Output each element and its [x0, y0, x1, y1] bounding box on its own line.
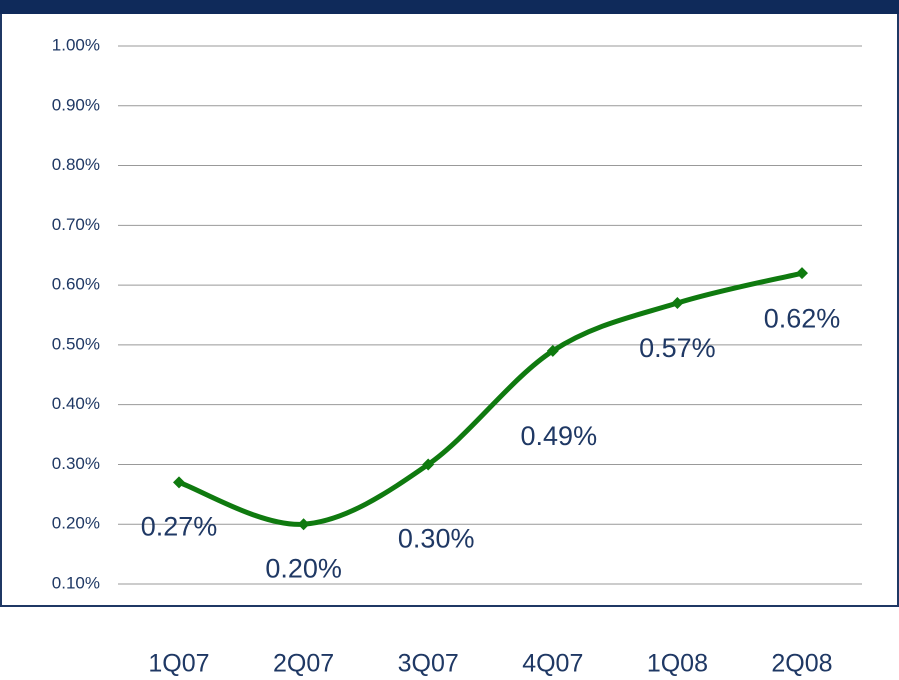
y-tick-label: 0.30%	[52, 454, 100, 473]
data-label: 0.57%	[639, 333, 716, 363]
top-bar	[0, 0, 899, 14]
y-tick-label: 0.40%	[52, 394, 100, 413]
y-tick-label: 0.70%	[52, 215, 100, 234]
x-tick-label: 2Q08	[771, 650, 832, 678]
line	[178, 270, 803, 527]
y-tick-label: 0.90%	[52, 95, 100, 114]
marker	[422, 458, 435, 471]
y-tick-label: 0.50%	[52, 334, 100, 353]
x-tick-label: 1Q07	[148, 650, 209, 678]
data-label: 0.30%	[398, 524, 475, 554]
marker	[796, 267, 808, 280]
data-label: 0.20%	[265, 553, 342, 583]
y-tick-label: 0.20%	[52, 514, 100, 533]
marker	[173, 476, 185, 489]
x-tick-label: 4Q07	[522, 650, 583, 678]
data-label: 0.49%	[521, 421, 598, 451]
y-tick-label: 0.60%	[52, 275, 100, 294]
x-tick-label: 2Q07	[273, 650, 334, 678]
data-label: 0.62%	[764, 303, 841, 333]
y-tick-label: 0.80%	[52, 155, 100, 174]
x-tick-label: 3Q07	[398, 650, 459, 678]
marker	[297, 518, 310, 531]
marker	[546, 344, 559, 357]
x-tick-label: 1Q08	[647, 650, 708, 678]
y-tick-label: 0.10%	[52, 573, 100, 592]
plot-frame	[0, 6, 899, 607]
marker	[671, 297, 684, 310]
y-tick-label: 1.00%	[52, 35, 100, 54]
data-label: 0.27%	[141, 512, 218, 542]
